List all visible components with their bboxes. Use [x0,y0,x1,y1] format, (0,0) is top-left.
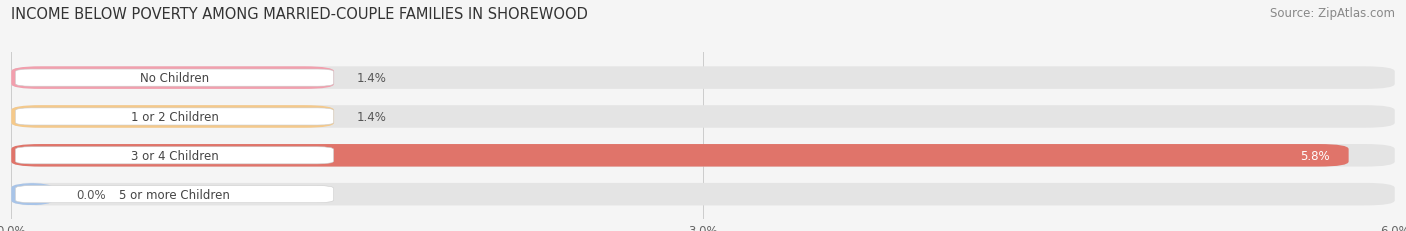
Text: 1.4%: 1.4% [357,72,387,85]
FancyBboxPatch shape [15,186,333,203]
Text: 1 or 2 Children: 1 or 2 Children [131,110,218,123]
FancyBboxPatch shape [11,183,53,206]
Text: Source: ZipAtlas.com: Source: ZipAtlas.com [1270,7,1395,20]
FancyBboxPatch shape [11,183,1395,206]
FancyBboxPatch shape [11,67,335,89]
FancyBboxPatch shape [15,147,333,164]
Text: 5.8%: 5.8% [1301,149,1330,162]
Text: 5 or more Children: 5 or more Children [120,188,231,201]
FancyBboxPatch shape [15,108,333,125]
Text: 3 or 4 Children: 3 or 4 Children [131,149,218,162]
Text: 0.0%: 0.0% [76,188,105,201]
FancyBboxPatch shape [11,106,335,128]
Text: No Children: No Children [141,72,209,85]
FancyBboxPatch shape [11,106,1395,128]
Text: 1.4%: 1.4% [357,110,387,123]
FancyBboxPatch shape [11,144,1348,167]
Text: INCOME BELOW POVERTY AMONG MARRIED-COUPLE FAMILIES IN SHOREWOOD: INCOME BELOW POVERTY AMONG MARRIED-COUPL… [11,7,588,22]
FancyBboxPatch shape [11,144,1395,167]
FancyBboxPatch shape [11,67,1395,89]
FancyBboxPatch shape [15,70,333,87]
